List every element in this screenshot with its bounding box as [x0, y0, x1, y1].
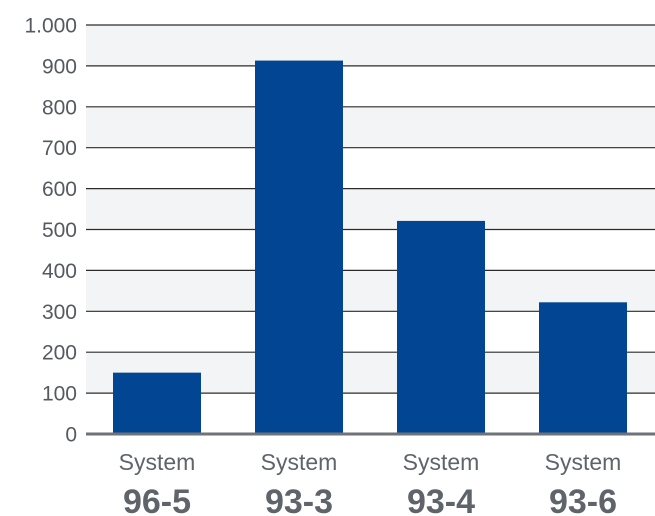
y-tick-label: 300: [42, 301, 77, 324]
x-category-label-line1: System: [261, 449, 338, 475]
x-category-label-line1: System: [119, 449, 196, 475]
x-category-label-line2: 93-6: [549, 483, 617, 516]
y-tick-label: 100: [42, 383, 77, 406]
y-tick-label: 0: [65, 424, 77, 447]
gridlines: [86, 24, 655, 394]
x-category-label-line1: System: [403, 449, 480, 475]
y-tick-label: 500: [42, 219, 77, 242]
bar: [113, 372, 201, 434]
x-category-label-line1: System: [545, 449, 622, 475]
x-axis-category-labels: System 96-5 System 93-3 System 93-4 System 93-6: [119, 449, 622, 516]
background-bands: [86, 25, 655, 394]
x-category-label-line2: 93-4: [407, 483, 475, 516]
y-tick-label: 800: [42, 96, 77, 119]
x-category-label-line2: 93-3: [265, 483, 333, 516]
background-band: [86, 106, 655, 148]
y-tick-label: 700: [42, 137, 77, 160]
bar: [255, 60, 343, 434]
background-band: [86, 25, 655, 66]
y-axis-tick-labels: 0 100 200 300 400 500 600 700 800 900 1.000: [24, 15, 77, 447]
y-tick-label: 200: [42, 342, 77, 365]
y-tick-label: 1.000: [24, 15, 77, 38]
x-category-label-line2: 96-5: [123, 483, 191, 516]
bar: [539, 302, 627, 434]
y-tick-label: 600: [42, 178, 77, 201]
y-tick-label: 900: [42, 55, 77, 78]
bar: [397, 220, 485, 434]
background-band: [86, 188, 655, 230]
bars: [113, 60, 627, 434]
y-tick-label: 400: [42, 260, 77, 283]
